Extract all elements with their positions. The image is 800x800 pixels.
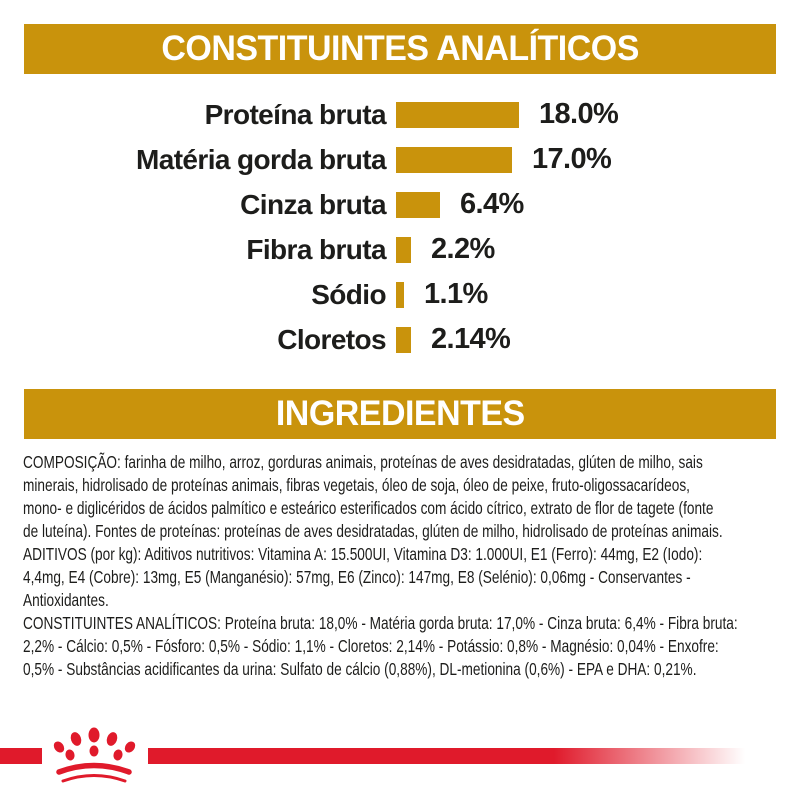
chart-bar bbox=[396, 236, 411, 263]
chart-row: Sódio 1.1% bbox=[0, 272, 800, 317]
ingredients-text-line: COMPOSIÇÃO: farinha de milho, arroz, gor… bbox=[23, 452, 703, 472]
ingredients-text-line: Antioxidantes. bbox=[23, 590, 109, 610]
chart-row: Matéria gorda bruta 17.0% bbox=[0, 137, 800, 182]
chart-row: Cloretos 2.14% bbox=[0, 317, 800, 362]
ingredients-text-line: 4,4mg, E4 (Cobre): 13mg, E5 (Manganésio)… bbox=[23, 567, 691, 587]
chart-category-label: Matéria gorda bruta bbox=[136, 143, 387, 175]
chart-bar bbox=[396, 191, 440, 218]
royal-canin-crown-icon bbox=[53, 727, 136, 783]
chart-category-label: Cinza bruta bbox=[240, 188, 386, 220]
chart-value-label: 18.0% bbox=[539, 98, 619, 130]
chart-row: Cinza bruta 6.4% bbox=[0, 182, 800, 227]
ingredients-text-line: ADITIVOS (por kg): Aditivos nutritivos: … bbox=[23, 544, 703, 564]
chart-bar bbox=[396, 326, 411, 353]
ingredients-banner: INGREDIENTES bbox=[24, 389, 776, 439]
chart-category-label: Fibra bruta bbox=[246, 233, 386, 265]
chart-bar bbox=[396, 101, 519, 128]
chart-category-label: Proteína bruta bbox=[204, 98, 387, 130]
red-band-right-segment bbox=[148, 748, 745, 764]
analytical-constituents-title: CONSTITUINTES ANALÍTICOS bbox=[161, 29, 639, 68]
ingredients-text-line: de luteína). Fontes de proteínas: proteí… bbox=[23, 521, 723, 541]
chart-category-label: Cloretos bbox=[277, 323, 386, 355]
red-band-left-segment bbox=[0, 748, 42, 764]
chart-value-label: 17.0% bbox=[532, 143, 612, 175]
ingredients-text-line: 2,2% - Cálcio: 0,5% - Fósforo: 0,5% - Só… bbox=[23, 636, 719, 656]
ingredients-text-line: mono- e diglicéridos de ácidos palmítico… bbox=[23, 498, 714, 518]
analytical-constituents-banner: CONSTITUINTES ANALÍTICOS bbox=[24, 24, 776, 74]
ingredients-text-line: CONSTITUINTES ANALÍTICOS: Proteína bruta… bbox=[23, 613, 738, 633]
chart-bar bbox=[396, 281, 404, 308]
chart-value-label: 6.4% bbox=[460, 188, 524, 220]
chart-row: Proteína bruta 18.0% bbox=[0, 92, 800, 137]
analytical-chart: Proteína bruta 18.0% Matéria gorda bruta 17… bbox=[0, 92, 800, 362]
footer-brand-strip bbox=[0, 727, 800, 783]
chart-value-label: 2.2% bbox=[431, 233, 495, 265]
chart-category-label: Sódio bbox=[311, 278, 386, 310]
ingredients-text-line: 0,5% - Substâncias acidificantes da urin… bbox=[23, 659, 697, 679]
chart-row: Fibra bruta 2.2% bbox=[0, 227, 800, 272]
chart-value-label: 2.14% bbox=[431, 323, 511, 355]
ingredients-title: INGREDIENTES bbox=[275, 394, 525, 433]
ingredients-text-block: COMPOSIÇÃO: farinha de milho, arroz, gor… bbox=[23, 451, 793, 681]
ingredients-text-line: minerais, hidrolisado de proteínas anima… bbox=[23, 475, 690, 495]
chart-bar bbox=[396, 146, 512, 173]
chart-value-label: 1.1% bbox=[424, 278, 488, 310]
